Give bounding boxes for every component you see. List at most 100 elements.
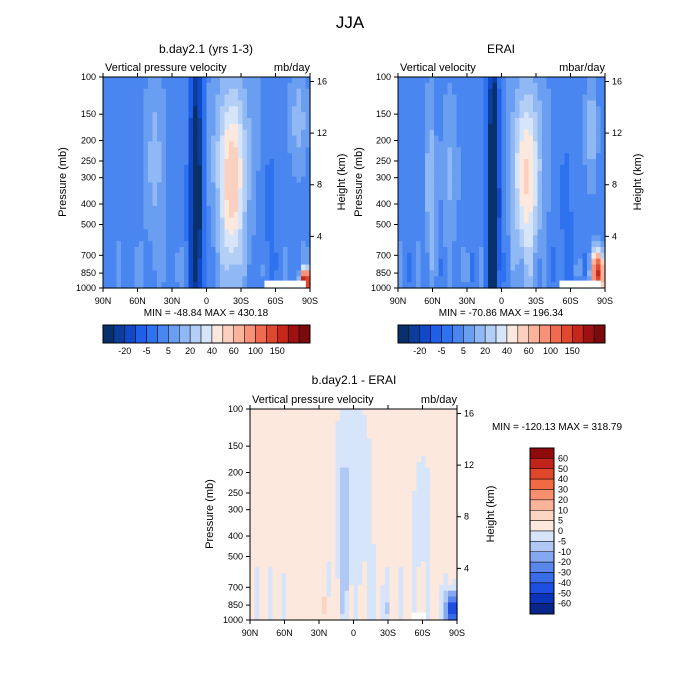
contour-cell xyxy=(474,77,480,84)
contour-cell xyxy=(483,141,489,148)
contour-cell xyxy=(259,414,265,422)
contour-cell xyxy=(403,520,409,527)
contour-cell xyxy=(125,270,131,277)
contour-cell xyxy=(434,88,440,96)
contour-cell xyxy=(533,153,539,160)
contour-cell xyxy=(313,520,319,527)
contour-cell xyxy=(551,235,557,242)
contour-cell xyxy=(269,147,275,154)
contour-cell xyxy=(265,82,271,90)
contour-cell xyxy=(254,561,260,568)
contour-cell xyxy=(447,182,453,189)
contour-cell xyxy=(197,264,203,272)
colorbar-swatch xyxy=(124,324,136,344)
contour-cell xyxy=(250,438,256,445)
contour-cell xyxy=(283,106,289,113)
contour-cell xyxy=(224,100,230,107)
contour-cell xyxy=(582,252,588,260)
contour-cell xyxy=(524,270,530,277)
contour-cell xyxy=(573,188,579,195)
contour-cell xyxy=(367,485,373,492)
contour-cell xyxy=(317,485,323,492)
contour-cell xyxy=(206,182,212,189)
contour-cell xyxy=(281,561,287,568)
contour-cell xyxy=(555,164,561,172)
contour-cell xyxy=(322,508,328,516)
contour-cell xyxy=(143,264,149,272)
contour-cell xyxy=(274,182,280,189)
contour-cell xyxy=(152,205,158,213)
contour-cell xyxy=(407,432,413,439)
contour-cell xyxy=(340,537,346,545)
contour-cell xyxy=(582,211,588,219)
contour-cell xyxy=(272,426,278,434)
contour-cell xyxy=(407,170,413,178)
contour-cell xyxy=(304,596,310,604)
contour-cell xyxy=(362,438,368,445)
contour-cell xyxy=(308,514,314,521)
contour-cell xyxy=(161,241,167,248)
contour-cell xyxy=(416,118,422,125)
contour-cell xyxy=(447,264,453,272)
contour-cell xyxy=(170,194,176,201)
contour-cell xyxy=(112,217,118,225)
contour-cell xyxy=(233,88,239,96)
contour-cell xyxy=(578,170,584,178)
contour-cell xyxy=(510,205,516,213)
contour-cell xyxy=(371,455,377,463)
contour-cell xyxy=(184,135,190,143)
contour-cell xyxy=(479,217,485,225)
contour-cell xyxy=(560,82,566,90)
contour-cell xyxy=(301,258,307,266)
contour-cell xyxy=(524,276,530,283)
contour-cell xyxy=(376,473,382,480)
contour-cell xyxy=(578,164,584,172)
contour-cell xyxy=(596,153,602,160)
contour-cell xyxy=(197,88,203,96)
contour-cell xyxy=(362,526,368,533)
contour-cell xyxy=(304,584,310,592)
contour-cell xyxy=(461,77,467,84)
contour-cell xyxy=(411,112,417,119)
contour-cell xyxy=(103,188,109,195)
contour-cell xyxy=(416,194,422,201)
contour-cell xyxy=(250,526,256,533)
contour-cell xyxy=(537,200,543,207)
contour-cell xyxy=(251,100,257,107)
contour-cell xyxy=(421,485,427,492)
contour-cell xyxy=(286,485,292,492)
contour-cell xyxy=(197,205,203,213)
contour-cell xyxy=(299,567,305,574)
contour-cell xyxy=(403,450,409,457)
contour-cell xyxy=(416,502,422,510)
contour-cell xyxy=(429,77,435,84)
contour-cell xyxy=(394,549,400,557)
contour-cell xyxy=(421,573,427,580)
contour-cell xyxy=(465,94,471,102)
contour-cell xyxy=(193,129,199,137)
contour-cell xyxy=(211,205,217,213)
contour-cell xyxy=(251,88,257,96)
contour-cell xyxy=(107,164,113,172)
contour-cell xyxy=(269,77,275,84)
contour-cell xyxy=(116,82,122,90)
contour-cell xyxy=(286,496,292,504)
contour-cell xyxy=(215,153,221,160)
contour-cell xyxy=(220,100,226,107)
contour-cell xyxy=(340,508,346,516)
contour-cell xyxy=(313,450,319,457)
contour-cell xyxy=(260,129,266,137)
contour-cell xyxy=(269,217,275,225)
contour-cell xyxy=(256,82,262,90)
contour-cell xyxy=(362,496,368,504)
contour-cell xyxy=(121,188,127,195)
contour-cell xyxy=(349,508,355,516)
contour-cell xyxy=(439,414,445,422)
contour-cell xyxy=(254,514,260,521)
contour-cell xyxy=(394,567,400,574)
contour-cell xyxy=(344,537,350,545)
contour-cell xyxy=(340,555,346,562)
contour-cell xyxy=(107,235,113,242)
contour-cell xyxy=(398,473,404,480)
contour-cell xyxy=(349,414,355,422)
